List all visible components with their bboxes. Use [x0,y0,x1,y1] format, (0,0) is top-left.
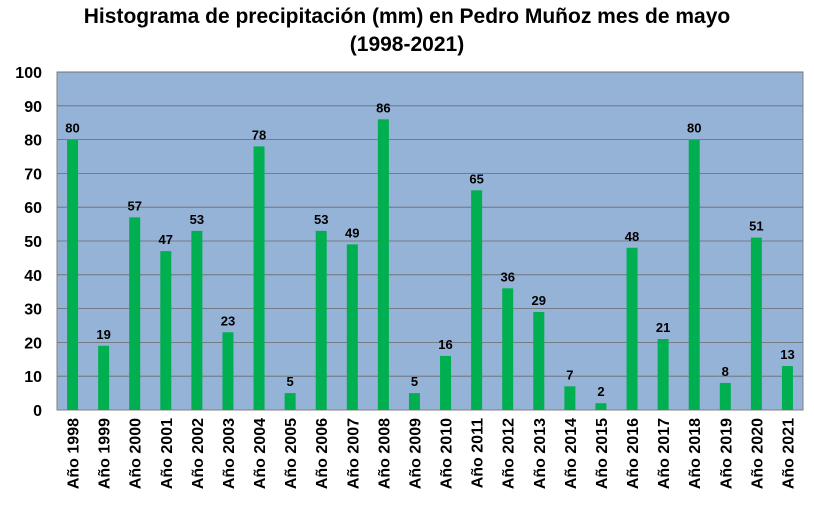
bar [222,332,234,410]
bar [98,345,110,410]
bar [719,382,731,410]
data-label: 29 [532,293,546,308]
data-label: 47 [159,232,173,247]
x-tick-label: Año 2006 [314,418,331,489]
x-tick-label: Año 2002 [190,418,207,489]
data-label: 51 [749,219,763,234]
data-label: 19 [96,327,110,342]
data-label: 5 [287,374,294,389]
x-tick-label: Año 1998 [66,418,83,489]
y-tick-label: 40 [24,268,42,285]
x-tick-label: Año 2013 [532,418,549,489]
chart-subtitle: (1998-2021) [349,33,465,56]
data-label: 48 [625,229,639,244]
bar [67,139,79,410]
chart-title: Histograma de precipitación (mm) en Pedr… [83,5,731,28]
x-tick-label: Año 2009 [407,418,424,489]
bar [502,288,514,410]
y-tick-label: 20 [24,335,42,352]
bar [750,237,762,410]
x-tick-label: Año 2021 [780,418,797,489]
bar [315,230,327,410]
bar [129,217,141,410]
data-label: 8 [722,364,729,379]
x-tick-label: Año 2019 [718,418,735,489]
bar [781,366,793,410]
data-label: 86 [376,100,390,115]
data-label: 80 [687,121,701,136]
bar [284,393,296,410]
x-tick-label: Año 2012 [501,418,518,489]
data-label: 23 [221,313,235,328]
bar [191,230,203,410]
x-tick-label: Año 2008 [376,418,393,489]
x-tick-label: Año 1999 [97,418,114,489]
bar [657,339,669,410]
x-tick-label: Año 2020 [749,418,766,489]
y-tick-label: 50 [24,234,42,251]
x-tick-label: Año 2014 [563,418,580,489]
bar [688,139,700,410]
data-label: 16 [438,337,452,352]
x-tick-label: Año 2010 [439,418,456,489]
data-label: 57 [127,198,141,213]
bar [471,190,483,410]
y-tick-label: 70 [24,166,42,183]
x-tick-label: Año 2004 [252,418,269,489]
data-label: 2 [597,384,604,399]
y-tick-label: 60 [24,200,42,217]
data-label: 65 [469,171,483,186]
data-label: 78 [252,127,266,142]
bar [440,355,452,410]
x-tick-label: Año 2003 [221,418,238,489]
data-label: 49 [345,225,359,240]
data-label: 21 [656,320,670,335]
data-label: 53 [190,212,204,227]
x-tick-label: Año 2005 [283,418,300,489]
y-tick-label: 90 [24,99,42,116]
x-tick-label: Año 2011 [470,418,487,488]
y-tick-label: 10 [24,369,42,386]
bar [564,386,576,410]
y-tick-label: 100 [15,65,42,82]
bar [377,119,389,410]
data-label: 13 [780,347,794,362]
x-tick-label: Año 2001 [159,418,176,489]
bar [346,244,358,410]
bar [626,247,638,410]
data-label: 53 [314,212,328,227]
data-label: 5 [411,374,418,389]
bar [408,393,420,410]
bar [595,403,607,410]
y-tick-label: 80 [24,133,42,150]
x-tick-label: Año 2017 [656,418,673,489]
bar [253,146,265,411]
x-tick-label: Año 2000 [128,418,145,489]
data-label: 80 [65,121,79,136]
x-tick-label: Año 2007 [345,418,362,489]
y-tick-label: 30 [24,302,42,319]
bar [160,251,172,410]
x-tick-label: Año 2018 [687,418,704,489]
x-tick-label: Año 2016 [625,418,642,489]
bar [533,311,545,410]
data-label: 36 [500,269,514,284]
x-tick-label: Año 2015 [594,418,611,489]
y-tick-label: 0 [33,403,42,420]
data-label: 7 [566,367,573,382]
